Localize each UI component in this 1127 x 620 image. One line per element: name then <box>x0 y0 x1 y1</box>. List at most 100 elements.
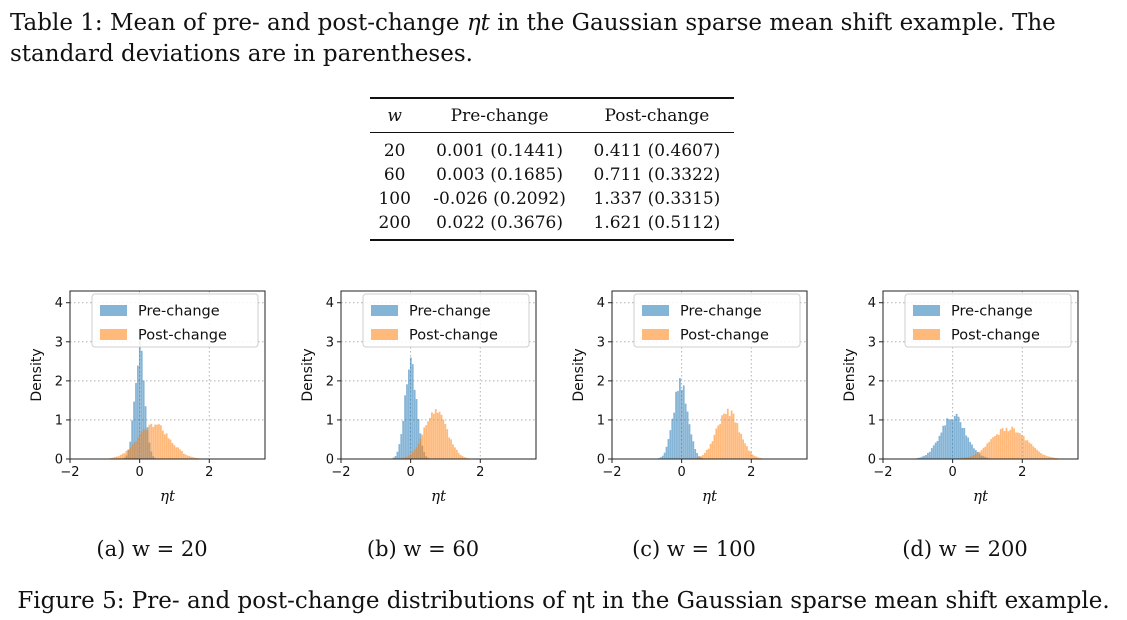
post-change-bar <box>738 432 741 459</box>
table-header-w: w <box>387 106 402 126</box>
pre-change-bar <box>957 416 960 459</box>
post-change-bar <box>1013 428 1015 459</box>
y-axis-label: Density <box>571 348 587 401</box>
legend-swatch-post <box>371 329 398 340</box>
post-change-bar <box>1049 456 1052 459</box>
pre-change-bar <box>417 418 420 459</box>
post-change-bar <box>442 419 445 459</box>
post-change-bar <box>160 425 162 459</box>
y-tick-label: 3 <box>326 335 334 350</box>
pre-change-bar <box>969 441 971 459</box>
post-change-bar <box>1009 429 1012 459</box>
table-caption: Table 1: Mean of pre- and post-change ηt… <box>10 8 1115 70</box>
legend-swatch-post <box>913 329 940 340</box>
post-change-bar <box>465 457 468 459</box>
post-change-bar <box>444 424 447 459</box>
pre-change-bar <box>944 425 947 459</box>
y-tick-label: 2 <box>326 374 334 389</box>
post-change-bar <box>973 455 975 459</box>
post-change-bar <box>133 442 135 459</box>
post-change-bar <box>736 423 739 459</box>
post-change-bar <box>129 447 132 459</box>
post-change-bar <box>992 437 994 459</box>
pre-change-bar <box>400 434 403 459</box>
pre-change-bar <box>142 380 145 459</box>
post-change-bar <box>179 449 181 459</box>
pre-change-bar <box>936 441 939 459</box>
pre-change-bar <box>406 384 408 459</box>
post-change-bar <box>730 410 733 459</box>
post-change-bar <box>709 443 712 459</box>
post-change-bar <box>112 457 114 459</box>
x-axis-label: ηt <box>702 487 718 505</box>
y-tick-label: 0 <box>326 453 334 468</box>
post-change-bar <box>459 454 462 459</box>
axes-frame <box>69 290 266 460</box>
pre-change-bar <box>925 454 927 459</box>
pre-change-bar <box>923 455 925 459</box>
post-change-bar <box>715 428 718 459</box>
y-tick-label: 3 <box>868 335 876 350</box>
post-change-bar <box>999 429 1002 459</box>
eta-symbol: ηt <box>466 10 490 36</box>
post-change-bar <box>1030 443 1033 459</box>
post-change-bar <box>421 434 424 459</box>
post-change-bar <box>137 437 139 459</box>
legend-swatch-pre <box>100 305 127 316</box>
pre-change-bar <box>140 350 143 459</box>
legend-box <box>91 293 259 348</box>
subcaption-b: (b) w = 60 <box>366 537 480 561</box>
pre-change-bar <box>696 453 699 459</box>
table-cell: 1.621 (0.5112) <box>593 213 721 233</box>
pre-change-bar <box>679 378 681 459</box>
post-change-bar <box>1005 427 1008 459</box>
pre-change-bar <box>669 430 672 459</box>
subcaption-c: (c) w = 100 <box>632 537 756 561</box>
post-change-bar <box>696 457 699 459</box>
post-change-bar <box>446 429 449 459</box>
pre-change-bar <box>932 445 935 459</box>
pre-change-bar <box>690 434 693 459</box>
x-tick-label: 2 <box>205 465 213 480</box>
x-axis-label: ηt <box>973 487 989 505</box>
post-change-bar <box>148 424 151 459</box>
post-change-bar <box>995 434 998 459</box>
x-tick-label: −2 <box>331 465 350 480</box>
post-change-bar <box>1032 446 1035 459</box>
post-change-bar <box>1017 432 1019 459</box>
pre-change-bar <box>973 448 975 459</box>
axes-frame <box>611 290 808 460</box>
post-change-bar <box>965 457 968 459</box>
x-tick-label: 2 <box>476 465 484 480</box>
post-change-bar <box>984 446 987 459</box>
post-change-bar <box>432 413 435 459</box>
post-change-bar <box>156 424 158 459</box>
post-change-bar <box>440 414 443 459</box>
post-change-bar <box>971 455 973 459</box>
post-change-bar <box>1024 440 1027 459</box>
post-change-bar <box>1001 428 1004 459</box>
post-change-bar <box>1053 457 1056 459</box>
legend-label: Pre-change <box>138 304 220 320</box>
post-change-bar <box>742 439 744 459</box>
post-change-bar <box>165 433 168 459</box>
post-change-bar <box>732 413 735 459</box>
pre-change-bar <box>686 411 689 459</box>
pre-change-bar <box>673 412 676 459</box>
subcaption-d: (d) w = 200 <box>902 537 1028 561</box>
post-change-bar <box>146 430 149 459</box>
post-change-bar <box>161 430 164 459</box>
pre-change-bar <box>137 365 139 459</box>
post-change-bar <box>734 422 737 459</box>
post-change-bar <box>717 425 720 459</box>
post-change-bar <box>749 451 752 459</box>
pre-change-bar <box>692 441 695 459</box>
legend-box <box>904 293 1072 348</box>
pre-change-bar <box>675 391 677 459</box>
legend-swatch-pre <box>371 305 398 316</box>
post-change-bar <box>152 427 155 459</box>
pre-change-bar <box>967 437 970 459</box>
legend-swatch-post <box>642 329 669 340</box>
post-change-bar <box>1003 431 1006 459</box>
post-change-bar <box>967 456 970 459</box>
